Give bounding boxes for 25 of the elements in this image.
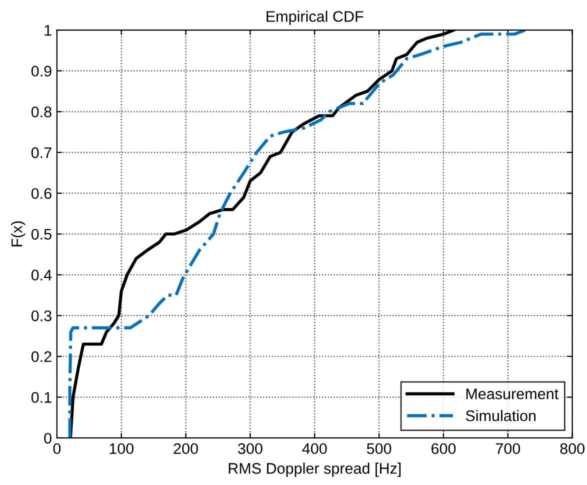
x-tick-label: 400 <box>302 443 327 454</box>
x-tick-label: 700 <box>496 443 520 454</box>
y-tick-label: 0.6 <box>31 188 52 199</box>
y-tick-label: 0.8 <box>31 106 52 118</box>
x-tick-label: 300 <box>238 443 262 454</box>
y-tick-label: 0.7 <box>31 147 52 158</box>
legend-label: Measurement <box>466 388 558 400</box>
x-tick-label: 500 <box>366 443 392 454</box>
y-tick-label: 0.4 <box>31 270 52 280</box>
y-tick-label: 0 <box>44 432 52 444</box>
chart-title: Empirical CDF <box>266 10 364 25</box>
x-tick-label: 600 <box>432 443 456 454</box>
x-tick-label: 200 <box>174 443 198 454</box>
y-tick-label: 0.1 <box>31 392 52 403</box>
y-tick-label: 0.9 <box>31 66 52 77</box>
y-tick-label: 0.5 <box>31 228 52 240</box>
x-tick-label: 100 <box>110 443 134 454</box>
y-tick-label: 1 <box>44 25 52 36</box>
legend-label: Simulation <box>466 410 536 422</box>
x-tick-label: 0 <box>53 443 61 454</box>
y-tick-label: 0.2 <box>31 351 52 362</box>
y-tick-label: 0.3 <box>31 310 52 322</box>
y-axis-title: F(x) <box>11 221 26 246</box>
x-axis-title: RMS Doppler spread [Hz] <box>228 462 401 477</box>
x-tick-label: 800 <box>560 443 584 454</box>
